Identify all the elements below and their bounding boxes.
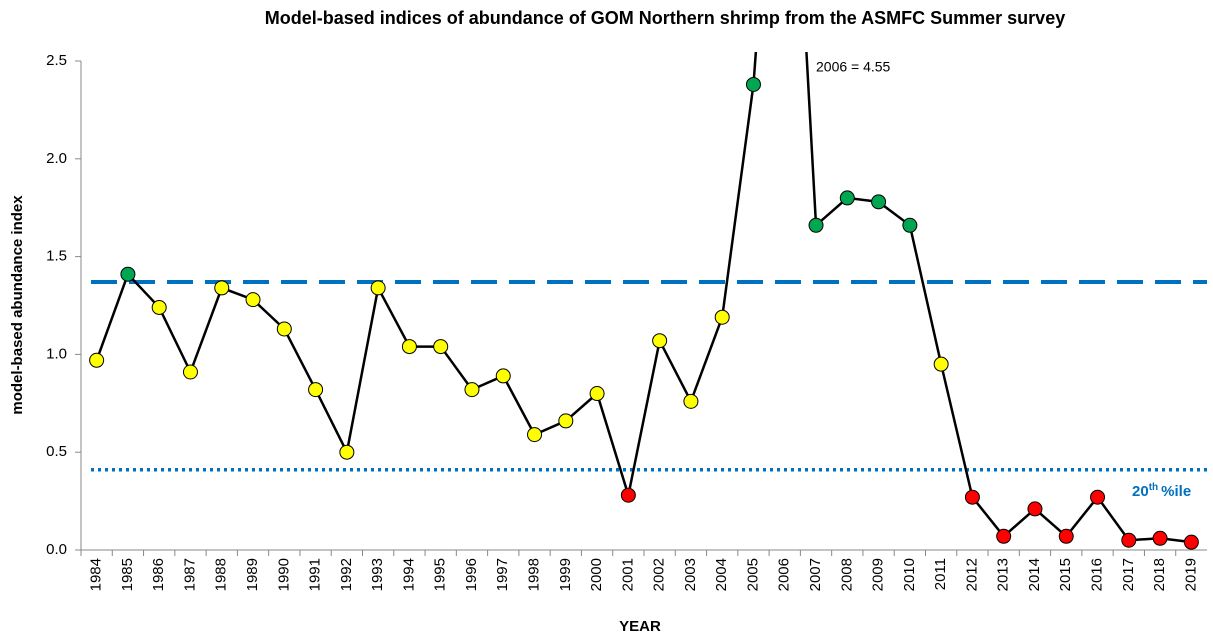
data-point	[683, 393, 699, 409]
x-tick-label: 2017	[1120, 558, 1137, 591]
data-point	[745, 76, 761, 92]
percentile-label: 20th %ile	[1132, 482, 1191, 500]
x-tick-label: 1990	[275, 558, 292, 591]
x-tick-label: 2004	[713, 558, 730, 591]
y-tick-label: 1.0	[46, 345, 67, 362]
y-tick-label: 2.0	[46, 150, 67, 167]
data-point	[433, 339, 449, 355]
x-axis-label: YEAR	[619, 618, 661, 635]
x-tick-label: 1985	[119, 558, 136, 591]
data-point	[464, 382, 480, 398]
percentile-sup: th	[1149, 482, 1158, 493]
x-tick-label: 1986	[150, 558, 167, 591]
x-tick-label: 2010	[901, 558, 918, 591]
data-point	[245, 292, 261, 308]
data-point	[1058, 528, 1074, 544]
chart-title: Model-based indices of abundance of GOM …	[265, 8, 1065, 28]
x-tick-label: 2014	[1026, 558, 1043, 591]
y-tick-label: 2.5	[46, 52, 67, 69]
x-tick-label: 1997	[494, 558, 511, 591]
y-tick-label: 0.0	[46, 541, 67, 558]
percentile-tail: %ile	[1161, 483, 1191, 500]
data-point	[527, 427, 543, 443]
y-tick-label: 1.5	[46, 248, 67, 265]
x-tick-label: 1996	[463, 558, 480, 591]
x-tick-label: 2016	[1088, 558, 1105, 591]
data-point	[401, 339, 417, 355]
x-tick-label: 2002	[651, 558, 668, 591]
x-tick-label: 2005	[744, 558, 761, 591]
plot-area	[89, 52, 1199, 550]
y-tick-label: 0.5	[46, 443, 67, 460]
data-point	[151, 299, 167, 315]
x-tick-label: 2013	[995, 558, 1012, 591]
x-tick-label: 2008	[838, 558, 855, 591]
x-tick-label: 1999	[557, 558, 574, 591]
x-tick-label: 1991	[307, 558, 324, 591]
data-point	[214, 280, 230, 296]
data-point	[1090, 489, 1106, 505]
x-tick-label: 1992	[338, 558, 355, 591]
x-tick-label: 1993	[369, 558, 386, 591]
annotation: 2006 = 4.55	[816, 59, 891, 75]
x-tick-label: 1998	[525, 558, 542, 591]
data-point	[182, 364, 198, 380]
data-point	[276, 321, 292, 337]
data-point	[120, 266, 136, 282]
data-point	[652, 333, 668, 349]
x-tick-label: 1987	[181, 558, 198, 591]
data-point	[89, 352, 105, 368]
x-tick-label: 1989	[244, 558, 261, 591]
data-point	[589, 386, 605, 402]
data-point	[714, 309, 730, 325]
data-point	[839, 190, 855, 206]
x-tick-label: 1984	[88, 558, 105, 591]
data-point	[620, 487, 636, 503]
x-tick-label: 2003	[682, 558, 699, 591]
x-tick-label: 2000	[588, 558, 605, 591]
data-point	[1152, 530, 1168, 546]
x-tick-label: 2019	[1182, 558, 1199, 591]
x-tick-label: 1988	[213, 558, 230, 591]
y-axis-label: model-based abundance index	[9, 195, 26, 415]
data-point	[902, 217, 918, 233]
data-point	[495, 368, 511, 384]
percentile-base: 20	[1132, 483, 1149, 500]
x-tick-label: 2015	[1057, 558, 1074, 591]
data-point	[558, 413, 574, 429]
data-point	[1027, 501, 1043, 517]
x-tick-label: 2006	[776, 558, 793, 591]
data-point	[339, 444, 355, 460]
data-point	[871, 194, 887, 210]
data-point	[1121, 532, 1137, 548]
x-tick-label: 2007	[807, 558, 824, 591]
x-tick-label: 1995	[432, 558, 449, 591]
data-point	[1183, 534, 1199, 550]
x-tick-label: 2011	[932, 558, 949, 590]
x-tick-label: 2001	[619, 558, 636, 591]
x-tick-label: 1994	[400, 558, 417, 591]
data-point	[308, 382, 324, 398]
x-tick-label: 2012	[963, 558, 980, 591]
data-point	[370, 280, 386, 296]
x-tick-label: 2009	[870, 558, 887, 591]
data-point	[933, 356, 949, 372]
x-tick-label: 2018	[1151, 558, 1168, 591]
data-line	[95, 52, 1192, 544]
data-point	[996, 528, 1012, 544]
data-point	[964, 489, 980, 505]
data-point	[808, 217, 824, 233]
